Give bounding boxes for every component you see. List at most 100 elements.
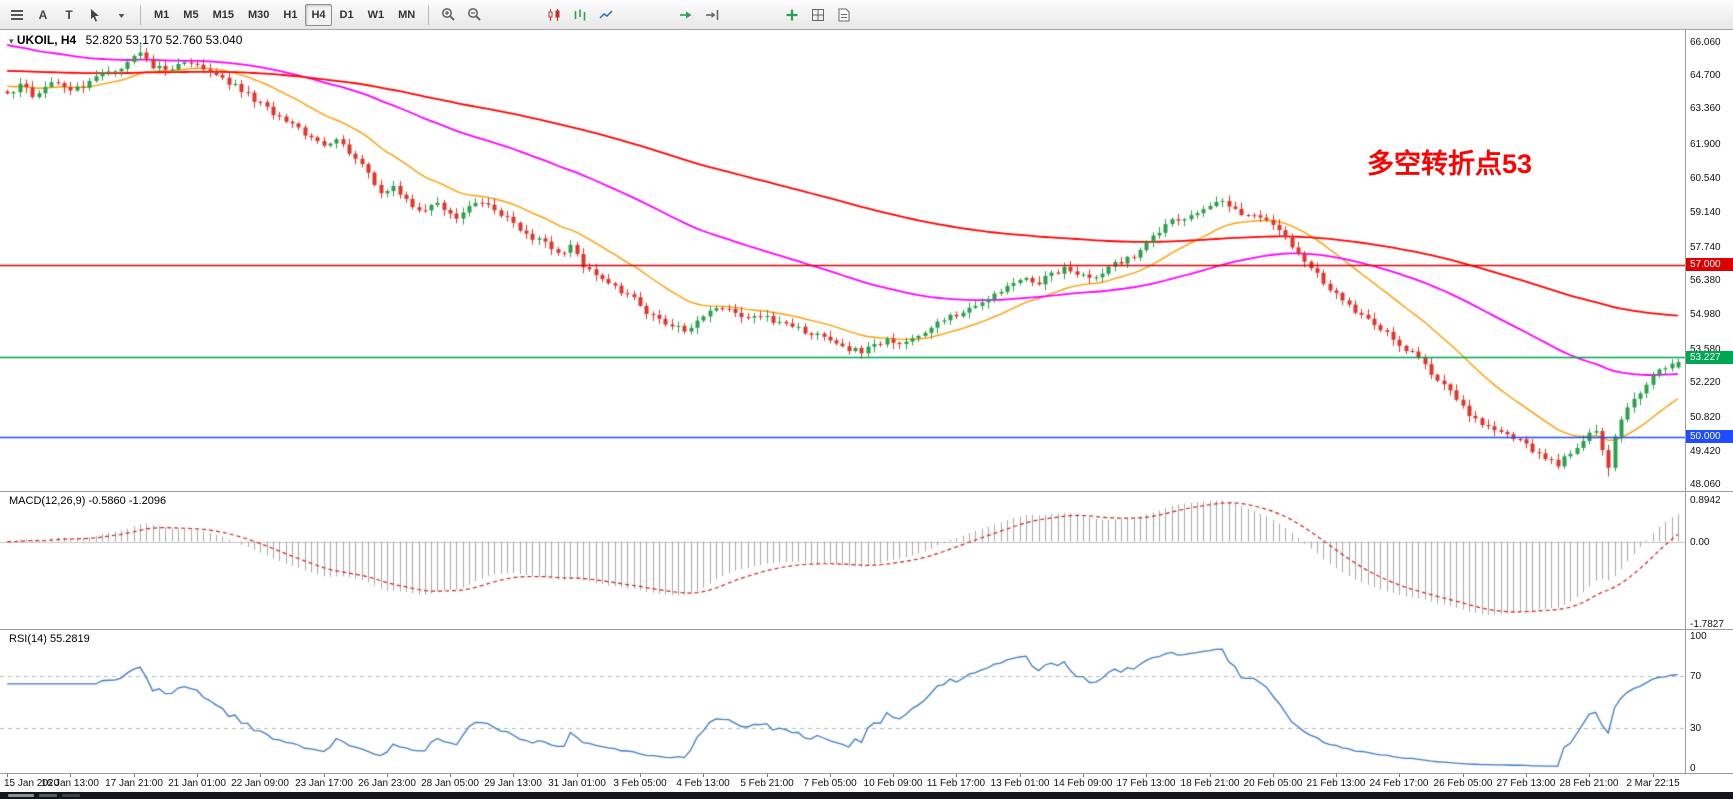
time-tick (1083, 774, 1084, 777)
axis-label: 49.420 (1690, 445, 1721, 457)
time-axis-label: 5 Feb 21:00 (740, 778, 794, 789)
price-level-badge: 50.000 (1686, 430, 1733, 444)
price-axis-scale[interactable]: 66.060 64.700 63.360 61.900 60.540 59.140 57.7… (1685, 30, 1733, 492)
toolbar-separator (428, 4, 430, 25)
chart-window-tab[interactable] (62, 794, 80, 797)
time-tick (1273, 774, 1274, 777)
time-axis-label: 26 Jan 23:00 (358, 778, 416, 789)
axis-label: 0 (1690, 763, 1696, 775)
time-tick (134, 774, 135, 777)
time-tick (7, 774, 8, 777)
chart-list-icon[interactable] (5, 3, 29, 27)
time-axis-scale[interactable]: 15 Jan 2020 16 Jan 13:00 17 Jan 21:00 21 Ja… (0, 774, 1733, 792)
ohlc-values: 52.820 53.170 52.760 53.040 (85, 33, 243, 47)
axis-label: 30 (1690, 723, 1702, 735)
time-tick (387, 774, 388, 777)
time-tick (1336, 774, 1337, 777)
arrow-tool-button[interactable]: A (38, 7, 48, 22)
time-tick (324, 774, 325, 777)
rsi-axis-scale[interactable]: 100 70 30 0 (1685, 630, 1733, 774)
time-axis-label: 21 Feb 13:00 (1306, 778, 1366, 789)
drawing-tools-dropdown[interactable] (109, 3, 133, 27)
rsi-label: RSI(14) 55.2819 (9, 633, 90, 645)
timeframe-m5-button[interactable]: M5 (183, 8, 199, 21)
timeframe-m30-button[interactable]: M30 (247, 8, 270, 21)
templates-button[interactable] (832, 3, 856, 27)
time-tick (1210, 774, 1211, 777)
grid-button[interactable] (806, 3, 830, 27)
price-chart-canvas[interactable] (0, 30, 1685, 491)
time-axis-label: 27 Feb 13:00 (1496, 778, 1556, 789)
time-tick (956, 774, 957, 777)
time-axis-label: 18 Feb 21:00 (1180, 778, 1240, 789)
time-axis-label: 10 Feb 09:00 (863, 778, 923, 789)
timeframe-w1-button[interactable]: W1 (367, 8, 385, 21)
time-axis-label: 20 Feb 05:00 (1243, 778, 1303, 789)
time-axis-label: 21 Jan 01:00 (168, 778, 226, 789)
text-tool-button[interactable]: T (65, 7, 73, 22)
time-axis-label: 31 Jan 01:00 (548, 778, 606, 789)
axis-label: 50.820 (1690, 411, 1721, 423)
indicators-button[interactable] (780, 3, 804, 27)
time-axis-label: 28 Jan 05:00 (421, 778, 479, 789)
candlestick-mode-button[interactable] (542, 3, 566, 27)
time-axis-label: 22 Jan 09:00 (231, 778, 289, 789)
line-chart-mode-button[interactable] (594, 3, 618, 27)
axis-label: -1.7827 (1690, 619, 1724, 631)
axis-label: 63.360 (1690, 103, 1721, 115)
time-axis-label: 24 Feb 17:00 (1369, 778, 1429, 789)
axis-label: 53.580 (1690, 343, 1721, 355)
time-tick (767, 774, 768, 777)
zoom-out-button[interactable] (462, 3, 486, 27)
rsi-indicator-pane: RSI(14) 55.2819 (0, 630, 1685, 774)
time-tick (577, 774, 578, 777)
time-tick (1146, 774, 1147, 777)
macd-canvas[interactable] (0, 492, 1685, 629)
time-tick (70, 774, 71, 777)
time-tick (513, 774, 514, 777)
time-tick (640, 774, 641, 777)
axis-label: 66.060 (1690, 37, 1721, 49)
cursor-tool-button[interactable] (83, 3, 107, 27)
time-axis-label: 2 Mar 22:15 (1626, 778, 1680, 789)
macd-label: MACD(12,26,9) -0.5860 -1.2096 (9, 495, 167, 507)
axis-label: 70 (1690, 670, 1702, 682)
chart-annotation-text[interactable]: 多空转折点53 (1367, 149, 1533, 179)
macd-indicator-pane: MACD(12,26,9) -0.5860 -1.2096 (0, 492, 1685, 630)
time-tick (1653, 774, 1654, 777)
timeframe-mn-button[interactable]: MN (398, 8, 416, 21)
axis-label: 59.140 (1690, 207, 1721, 219)
timeframe-h1-button[interactable]: H1 (283, 8, 298, 21)
time-tick (260, 774, 261, 777)
time-axis-label: 16 Jan 13:00 (41, 778, 99, 789)
axis-label: 48.060 (1690, 479, 1721, 491)
time-tick (893, 774, 894, 777)
chart-window-tab[interactable] (39, 794, 57, 797)
time-axis-label: 26 Feb 05:00 (1433, 778, 1493, 789)
axis-label: 100 (1690, 630, 1707, 642)
time-tick (1463, 774, 1464, 777)
macd-axis-scale[interactable]: 0.8942 0.00 -1.7827 (1685, 492, 1733, 630)
chart-shift-button[interactable] (700, 3, 724, 27)
axis-label: 54.980 (1690, 309, 1721, 321)
symbol-timeframe-label: UKOIL, H4 (16, 33, 77, 47)
axis-label: 60.540 (1690, 172, 1721, 184)
bar-chart-mode-button[interactable] (568, 3, 592, 27)
time-tick (450, 774, 451, 777)
price-level-badge: 57.000 (1686, 258, 1733, 272)
axis-label: 0.00 (1690, 536, 1710, 548)
rsi-canvas[interactable] (0, 630, 1685, 773)
time-axis-label: 14 Feb 09:00 (1053, 778, 1113, 789)
symbol-dropdown-icon[interactable]: ▾ (9, 36, 14, 46)
chart-title: ▾ UKOIL, H4 52.820 53.170 52.760 53.040 (9, 33, 242, 47)
zoom-in-button[interactable] (436, 3, 460, 27)
timeframe-d1-button[interactable]: D1 (339, 8, 354, 21)
timeframe-m15-button[interactable]: M15 (212, 8, 234, 21)
timeframe-h4-button[interactable]: H4 (305, 3, 332, 26)
time-axis-label: 23 Jan 17:00 (295, 778, 353, 789)
timeframe-m1-button[interactable]: M1 (154, 8, 170, 21)
auto-scroll-button[interactable] (674, 3, 698, 27)
chart-window-tab[interactable] (8, 794, 34, 797)
